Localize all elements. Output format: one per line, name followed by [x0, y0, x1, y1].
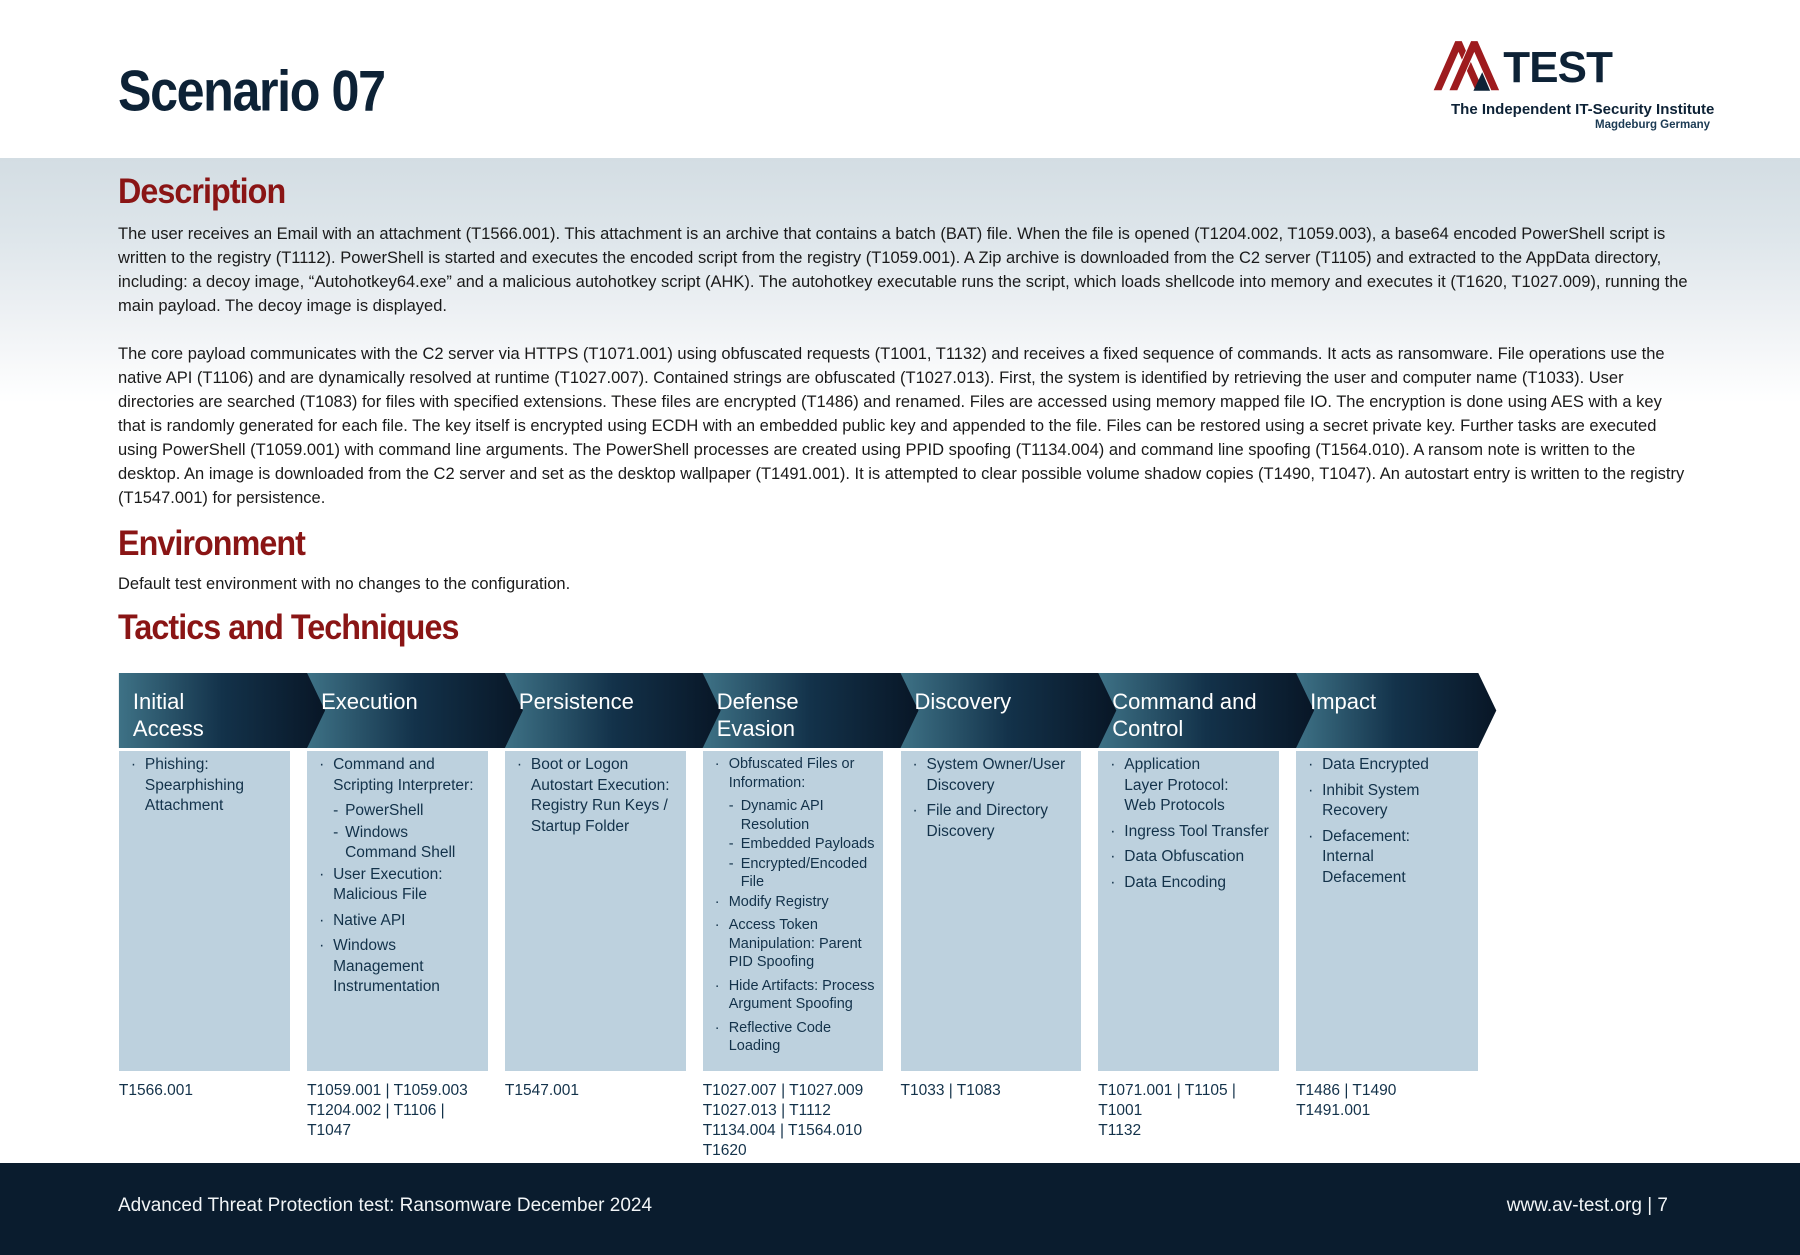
- svg-text:TEST: TEST: [1503, 43, 1613, 92]
